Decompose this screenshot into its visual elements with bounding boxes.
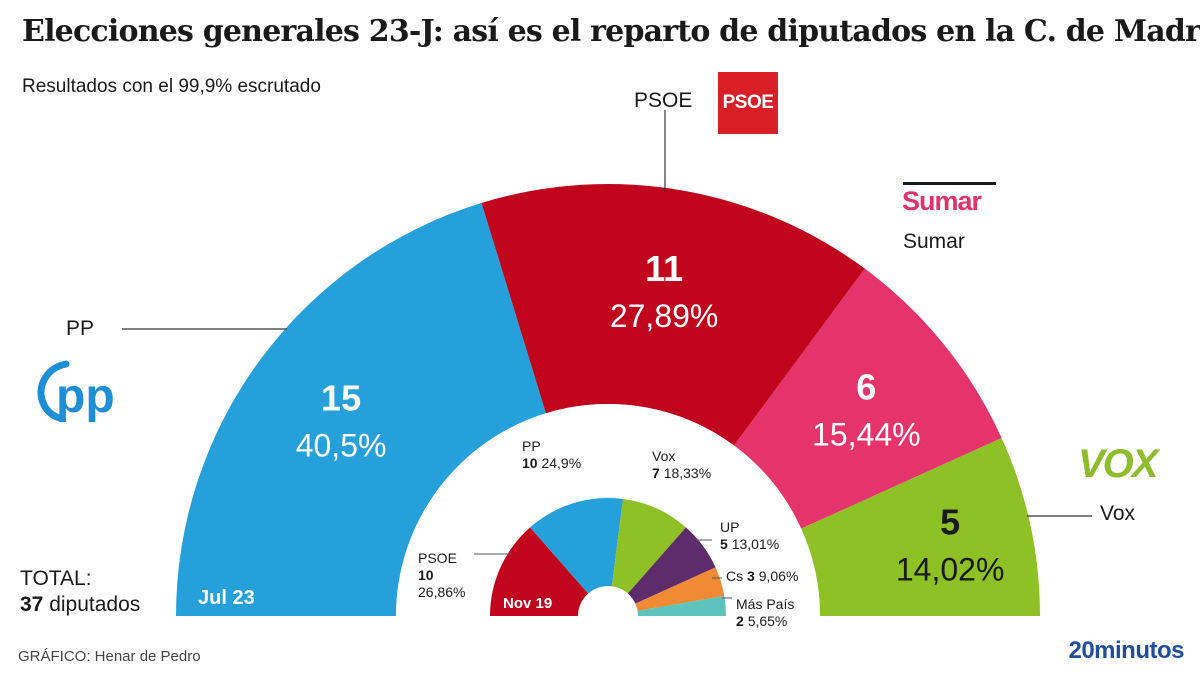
sumar-logo-bar <box>903 182 996 185</box>
inner-label-up: UP 5 13,01% <box>720 519 780 552</box>
label-psoe: PSOE <box>634 89 693 112</box>
pp-logo: pp <box>37 360 115 422</box>
psoe-logo: PSOE <box>718 72 778 134</box>
total-value: 37 diputados <box>20 592 140 618</box>
nov19-slice-up <box>627 527 716 604</box>
nov19-slice-vox <box>611 498 686 594</box>
label-pp: PP <box>66 317 95 340</box>
jul23-pct-vox: 14,02% <box>896 551 1005 587</box>
jul23-seats-sumar: 6 <box>856 366 876 407</box>
period-label-nov19: Nov 19 <box>503 595 552 612</box>
brand-logo: 20minutos <box>1068 637 1184 664</box>
inner-label-psoe: PSOE 10 26,86% <box>418 550 466 600</box>
chart-subtitle: Resultados con el 99,9% escrutado <box>22 76 321 97</box>
total-unit: diputados <box>49 593 141 616</box>
vox-logo: VOX <box>1078 442 1158 486</box>
nov19-slice-cs <box>635 567 725 611</box>
jul23-slice-vox <box>801 438 1040 616</box>
chart-title: Elecciones generales 23-J: así es el rep… <box>22 14 1200 49</box>
nov19-slice-mspas <box>637 596 726 616</box>
nov19-slice-psoe <box>490 527 589 616</box>
jul23-slice-pp <box>176 202 546 616</box>
inner-label-maspais: Más País 2 5,65% <box>736 596 795 629</box>
jul23-slice-psoe <box>481 184 865 446</box>
inner-label-vox: Vox 7 18,33% <box>652 448 712 481</box>
jul23-pct-pp: 40,5% <box>296 428 387 464</box>
jul23-seats-pp: 15 <box>321 378 361 419</box>
jul23-pct-psoe: 27,89% <box>610 298 719 334</box>
credit: GRÁFICO: Henar de Pedro <box>18 648 201 665</box>
pp-logo-text: pp <box>56 370 115 422</box>
inner-label-pp: PP 10 24,9% <box>522 438 582 471</box>
total-number: 37 <box>20 593 44 616</box>
label-vox: Vox <box>1100 502 1136 525</box>
label-sumar: Sumar <box>903 230 965 253</box>
jul23-seats-psoe: 11 <box>645 248 683 289</box>
sumar-logo: Sumar <box>902 186 982 216</box>
jul23-pct-sumar: 15,44% <box>812 416 921 452</box>
jul23-seats-vox: 5 <box>940 501 960 542</box>
nov19-slice-pp <box>530 497 623 594</box>
inner-label-cs: Cs 3 9,06% <box>726 568 799 584</box>
total-seats: TOTAL: 37 diputados <box>20 566 140 618</box>
jul23-slice-sumar <box>734 268 1002 529</box>
period-label-jul23: Jul 23 <box>198 587 255 609</box>
total-label: TOTAL: <box>20 567 92 590</box>
